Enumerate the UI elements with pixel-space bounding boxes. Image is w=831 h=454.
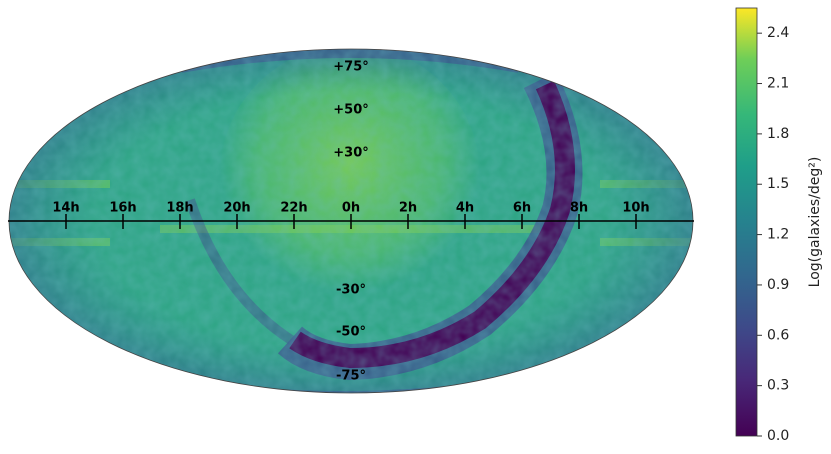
ra-label: 18h <box>166 201 193 216</box>
colorbar-label: Log(galaxies/deg²) <box>807 157 823 288</box>
ra-label: 4h <box>456 201 474 216</box>
colorbar-tick-label: 0.9 <box>767 277 789 293</box>
ra-label: 6h <box>513 201 531 216</box>
colorbar-tick-label: 1.5 <box>767 176 789 192</box>
ra-label: 8h <box>570 201 588 216</box>
colorbar <box>735 7 758 437</box>
dec-label: +75° <box>333 60 368 75</box>
dec-label: -75° <box>336 369 366 384</box>
dec-label: +30° <box>333 146 368 161</box>
colorbar-tick-label: 1.2 <box>767 227 789 243</box>
colorbar-tick-label: 2.1 <box>767 76 789 92</box>
dec-label: -50° <box>336 325 366 340</box>
dec-label: +50° <box>333 103 368 118</box>
colorbar-tick-label: 0.0 <box>767 428 789 444</box>
ra-label: 22h <box>280 201 307 216</box>
colorbar-tick-label: 0.6 <box>767 327 789 343</box>
ra-label: 10h <box>622 201 649 216</box>
ra-label: 2h <box>399 201 417 216</box>
ra-label: 16h <box>109 201 136 216</box>
colorbar-tick-label: 2.4 <box>767 25 789 41</box>
colorbar-tick-label: 1.8 <box>767 126 789 142</box>
colorbar-tick-label: 0.3 <box>767 378 789 394</box>
ra-label: 20h <box>223 201 250 216</box>
ra-label: 0h <box>342 201 360 216</box>
ra-label: 14h <box>52 201 79 216</box>
dec-label: -30° <box>336 283 366 298</box>
